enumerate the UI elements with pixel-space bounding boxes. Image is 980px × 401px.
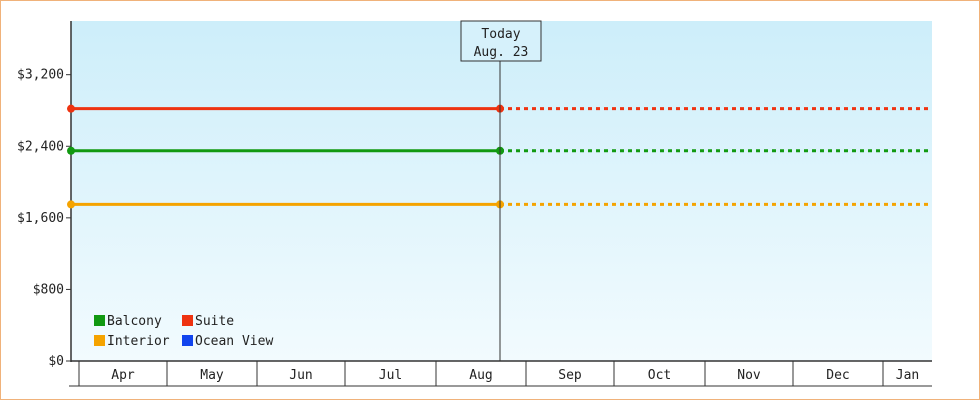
month-label-aug: Aug bbox=[469, 368, 492, 383]
month-label-oct: Oct bbox=[648, 368, 671, 383]
legend-label-balcony: Balcony bbox=[107, 314, 162, 329]
legend-label-ocean-view: Ocean View bbox=[195, 334, 273, 349]
axes: $0 $800 $1,600 $2,400 $3,200 Apr May Jun Jul Aug S… bbox=[17, 21, 932, 387]
month-label-jun: Jun bbox=[289, 368, 312, 383]
month-label-dec: Dec bbox=[826, 368, 849, 383]
legend-label-interior: Interior bbox=[107, 334, 170, 349]
legend: Balcony Suite Interior Ocean View bbox=[94, 314, 273, 349]
y-tick-label: $0 bbox=[48, 354, 64, 369]
series-point-start-interior bbox=[67, 200, 75, 209]
legend-label-suite: Suite bbox=[195, 314, 234, 329]
today-marker: Today Aug. 23 bbox=[460, 20, 542, 361]
series-layer bbox=[67, 104, 932, 209]
month-label-nov: Nov bbox=[737, 368, 761, 383]
today-box bbox=[460, 20, 542, 62]
month-label-may: May bbox=[200, 368, 224, 383]
today-label: Today bbox=[481, 27, 520, 42]
y-tick-label: $800 bbox=[33, 282, 64, 297]
y-tick-label: $1,600 bbox=[17, 211, 64, 226]
month-label-apr: Apr bbox=[111, 368, 135, 383]
month-label-sep: Sep bbox=[558, 368, 582, 383]
y-tick-label: $2,400 bbox=[17, 139, 64, 154]
month-label-jan: Jan bbox=[896, 368, 919, 383]
legend-swatch-suite bbox=[182, 315, 193, 326]
plot-background bbox=[71, 21, 932, 361]
legend-swatch-interior bbox=[94, 335, 105, 346]
legend-swatch-balcony bbox=[94, 315, 105, 326]
legend-swatch-ocean-view bbox=[182, 335, 193, 346]
y-tick-label: $3,200 bbox=[17, 68, 64, 83]
series-point-start-suite bbox=[67, 104, 75, 113]
today-date: Aug. 23 bbox=[474, 45, 529, 60]
series-point-start-balcony bbox=[67, 146, 75, 155]
month-label-jul: Jul bbox=[379, 368, 402, 383]
